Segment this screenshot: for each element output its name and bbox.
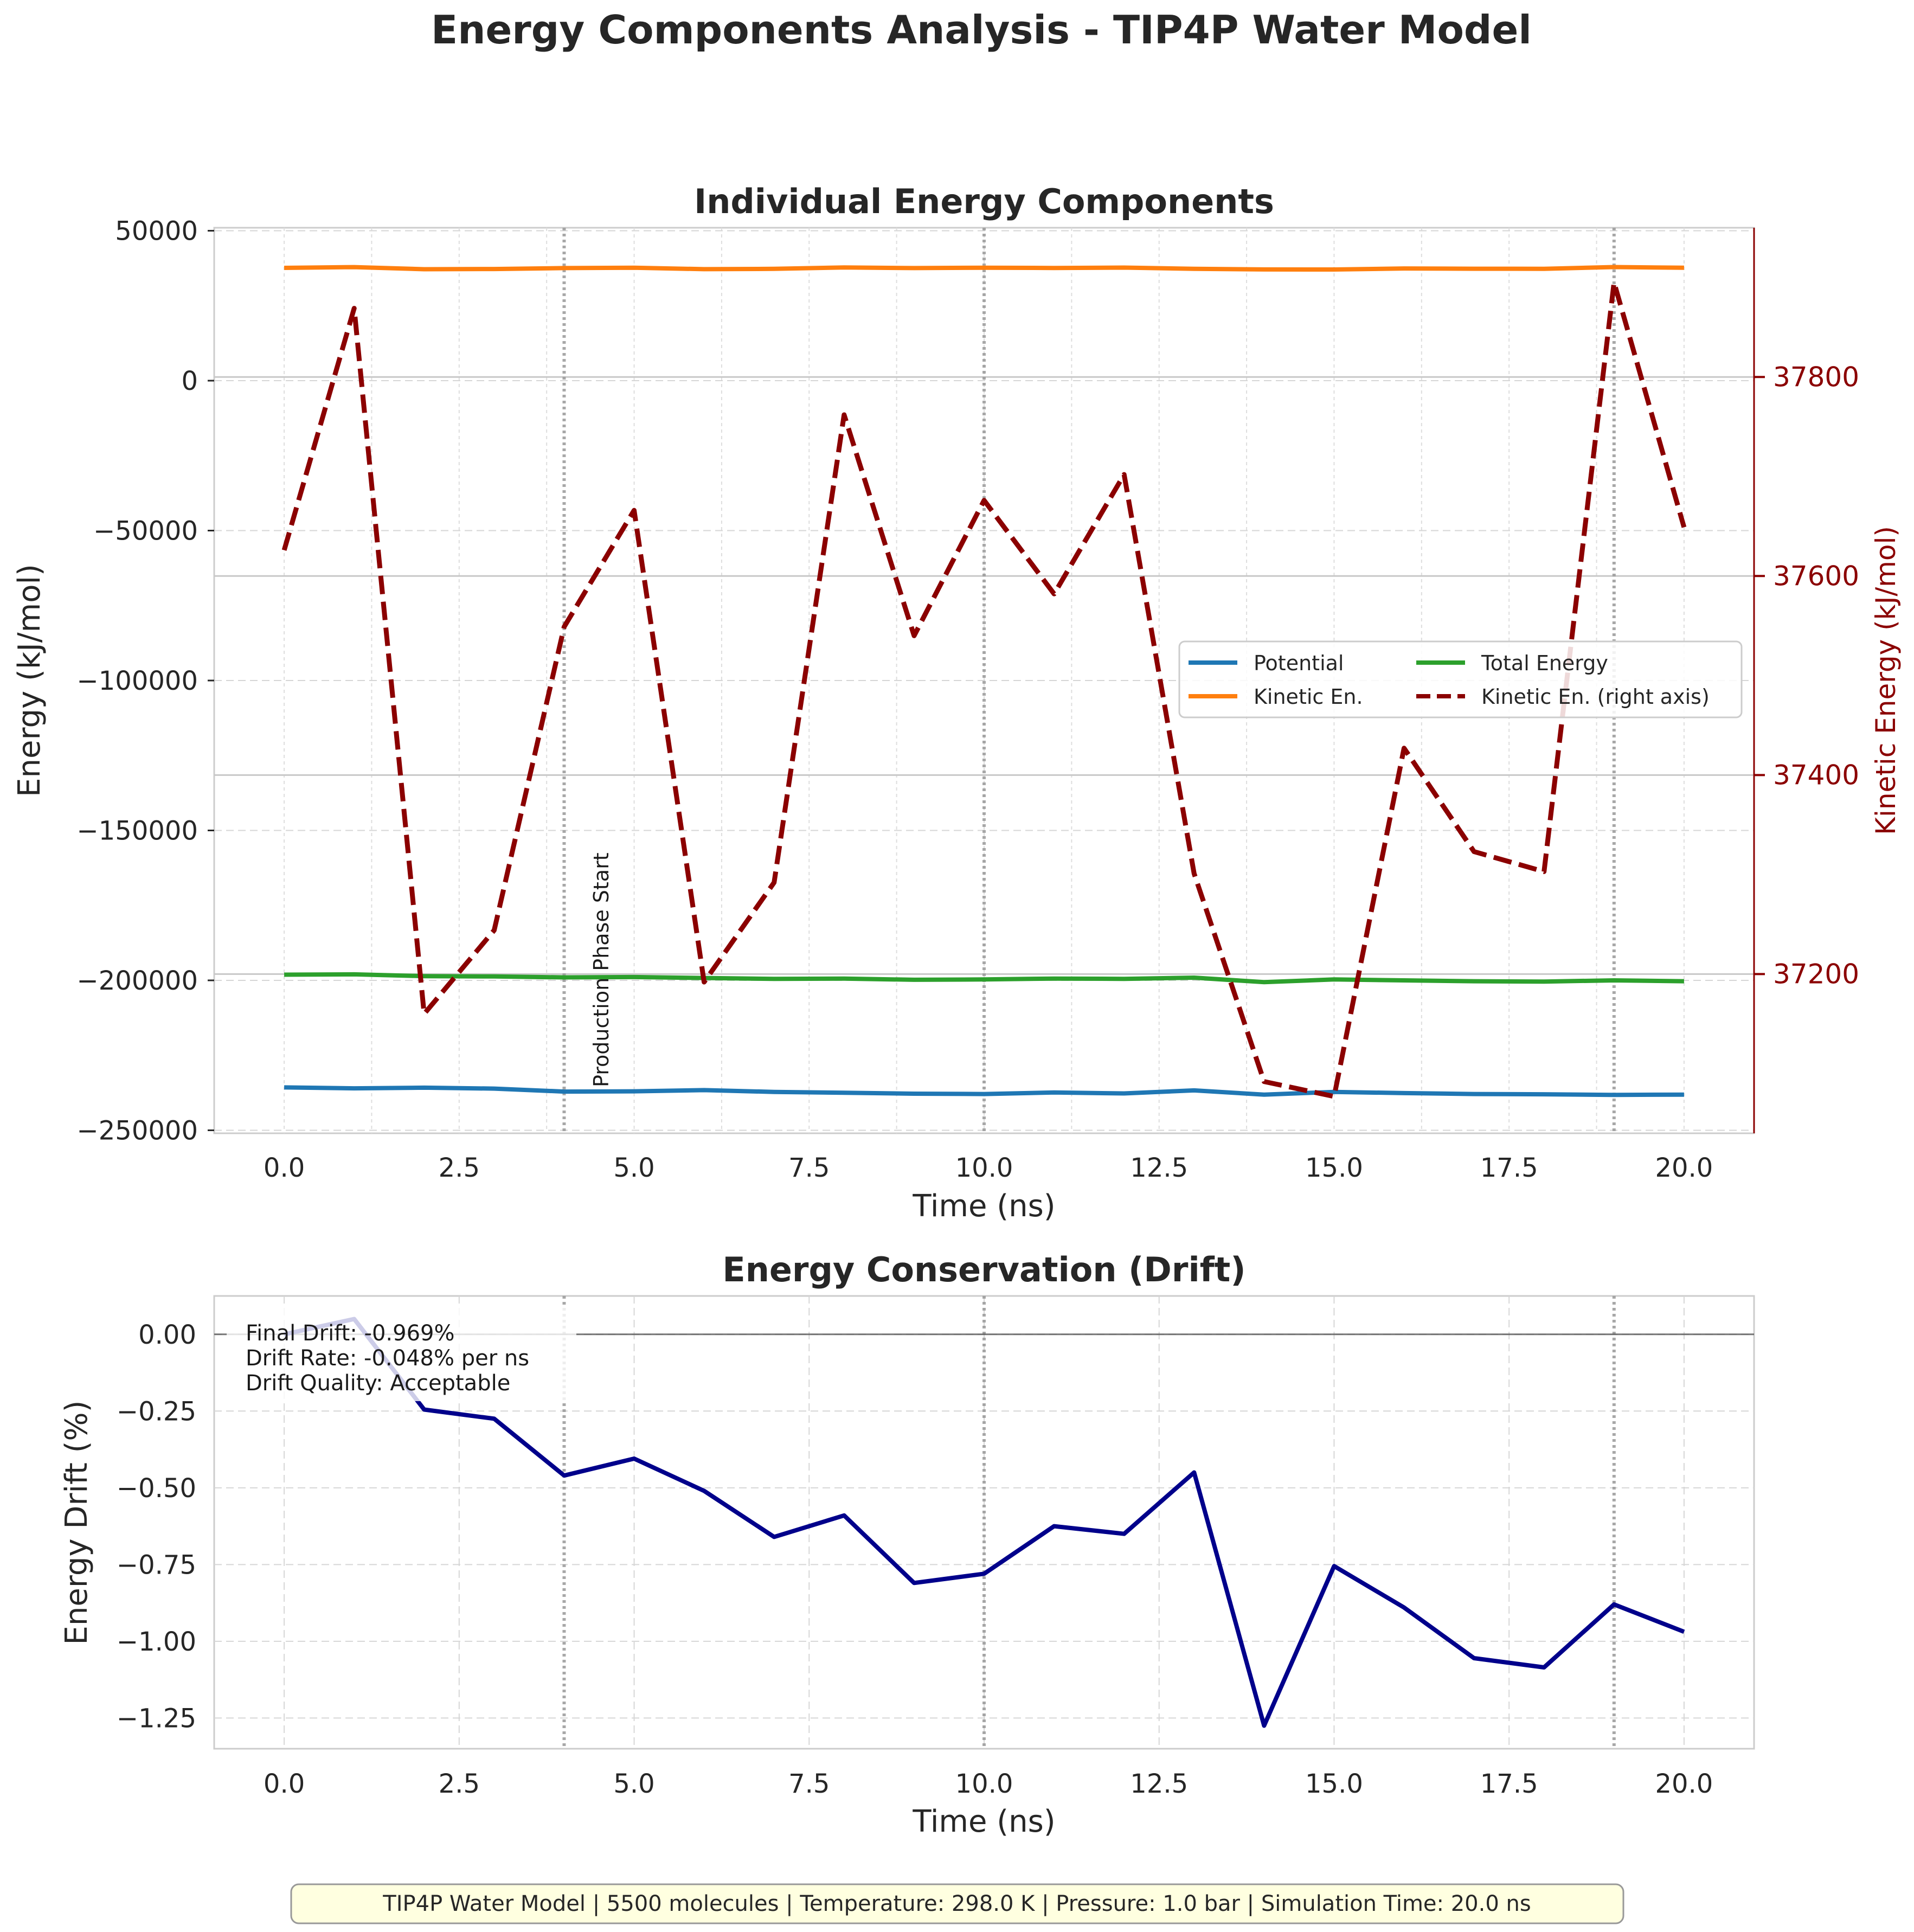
y-tick-label: −1.25 <box>117 1703 196 1734</box>
y2-axis-label-top: Kinetic Energy (kJ/mol) <box>1870 526 1902 835</box>
x-tick-label: 15.0 <box>1305 1769 1363 1799</box>
y-tick-label: −0.75 <box>117 1550 196 1580</box>
drift-quality-text: Drift Quality: Acceptable <box>246 1371 510 1396</box>
x-tick-label: 20.0 <box>1655 1769 1713 1799</box>
legend-label-kinetic-right: Kinetic En. (right axis) <box>1481 685 1710 709</box>
footer-box <box>290 1883 1624 1924</box>
x-ticks-top: 0.0 2.5 5.0 7.5 10.0 12.5 15.0 17.5 20.0 <box>264 1153 1713 1183</box>
x-tick-label: 15.0 <box>1305 1153 1363 1183</box>
x-tick-label: 5.0 <box>613 1769 654 1799</box>
phase-markers-bottom <box>562 1296 1616 1749</box>
x-tick-label: 7.5 <box>788 1769 830 1799</box>
energy-drift-line <box>284 1317 1685 1728</box>
series-group-top <box>281 265 1687 1099</box>
x-tick-label: 2.5 <box>439 1769 480 1799</box>
production-phase-annotation: Production Phase Start <box>589 852 613 1087</box>
final-drift-text: Final Drift: -0.969% <box>246 1321 454 1346</box>
y-tick-label: 50000 <box>115 216 198 247</box>
kinetic-energy-right-axis-line <box>281 280 1687 1099</box>
series-group-bottom <box>284 1317 1685 1728</box>
y-tick-label: −250000 <box>77 1115 198 1146</box>
total-energy-line <box>284 972 1684 985</box>
x-axis-label-top: Time (ns) <box>912 1189 1055 1224</box>
x-tick-label: 10.0 <box>955 1153 1013 1183</box>
y2-ticks-top: 37800 37600 37400 37200 <box>1754 361 1859 990</box>
chart-title-bottom: Energy Conservation (Drift) <box>722 1250 1245 1289</box>
y2-tick-label: 37200 <box>1773 958 1859 990</box>
x-tick-label: 17.5 <box>1480 1769 1538 1799</box>
drift-stats-box: Final Drift: -0.969% Drift Rate: -0.048%… <box>227 1305 576 1401</box>
legend: Potential Kinetic En. Total Energy Kinet… <box>1178 640 1743 718</box>
y-tick-label: 0 <box>181 366 198 396</box>
x-tick-label: 12.5 <box>1130 1769 1188 1799</box>
y-tick-label: −200000 <box>77 966 198 996</box>
x-ticks-bottom: 0.0 2.5 5.0 7.5 10.0 12.5 15.0 17.5 20.0 <box>264 1769 1713 1799</box>
drift-stats-background <box>227 1305 576 1401</box>
drift-rate-text: Drift Rate: -0.048% per ns <box>246 1346 529 1371</box>
legend-label-total: Total Energy <box>1481 651 1608 675</box>
y-ticks-bottom: 0.00 −0.25 −0.50 −0.75 −1.00 −1.25 <box>117 1320 196 1734</box>
kinetic-energy-line <box>284 265 1684 272</box>
y-ticks-top: 50000 0 −50000 −100000 −150000 −200000 −250000 <box>77 216 214 1146</box>
y2-tick-label: 37800 <box>1773 361 1859 393</box>
phase-markers-top <box>562 228 1616 1133</box>
energy-drift-chart: 0.0 2.5 5.0 7.5 10.0 12.5 15.0 17.5 20.0 0.00 −0.… <box>59 1250 1755 1839</box>
y-tick-label: −100000 <box>77 666 198 696</box>
footer-text: TIP4P Water Model | 5500 molecules | Tem… <box>382 1891 1531 1916</box>
y-tick-label: −50000 <box>93 516 198 547</box>
x-tick-label: 2.5 <box>439 1153 480 1183</box>
potential-line <box>284 1085 1684 1097</box>
legend-box <box>1178 640 1743 718</box>
x-tick-label: 0.0 <box>264 1153 305 1183</box>
chart-title-top: Individual Energy Components <box>694 182 1274 221</box>
x-tick-label: 0.0 <box>264 1769 305 1799</box>
legend-label-kinetic: Kinetic En. <box>1254 685 1363 709</box>
y-tick-label: 0.00 <box>138 1320 196 1350</box>
y-axis-label-top: Energy (kJ/mol) <box>12 564 47 797</box>
legend-label-potential: Potential <box>1254 651 1344 675</box>
footer-info: TIP4P Water Model | 5500 molecules | Tem… <box>290 1883 1624 1924</box>
x-tick-label: 17.5 <box>1480 1153 1538 1183</box>
y2-tick-label: 37600 <box>1773 560 1859 592</box>
figure-title: Energy Components Analysis - TIP4P Water… <box>431 7 1532 53</box>
x-tick-label: 5.0 <box>613 1153 654 1183</box>
x-tick-label: 20.0 <box>1655 1153 1713 1183</box>
y-tick-label: −0.50 <box>117 1473 196 1504</box>
x-tick-label: 10.0 <box>955 1769 1013 1799</box>
x-tick-label: 7.5 <box>788 1153 830 1183</box>
y-tick-label: −0.25 <box>117 1396 196 1427</box>
x-axis-label-bottom: Time (ns) <box>912 1804 1055 1839</box>
x-tick-label: 12.5 <box>1130 1153 1188 1183</box>
y2-tick-label: 37400 <box>1773 759 1859 791</box>
y-tick-label: −150000 <box>77 816 198 846</box>
y-tick-label: −1.00 <box>117 1627 196 1657</box>
energy-components-chart: 0.0 2.5 5.0 7.5 10.0 12.5 15.0 17.5 20.0 50000 0 −… <box>12 182 1902 1224</box>
y-axis-label-bottom: Energy Drift (%) <box>59 1401 94 1645</box>
